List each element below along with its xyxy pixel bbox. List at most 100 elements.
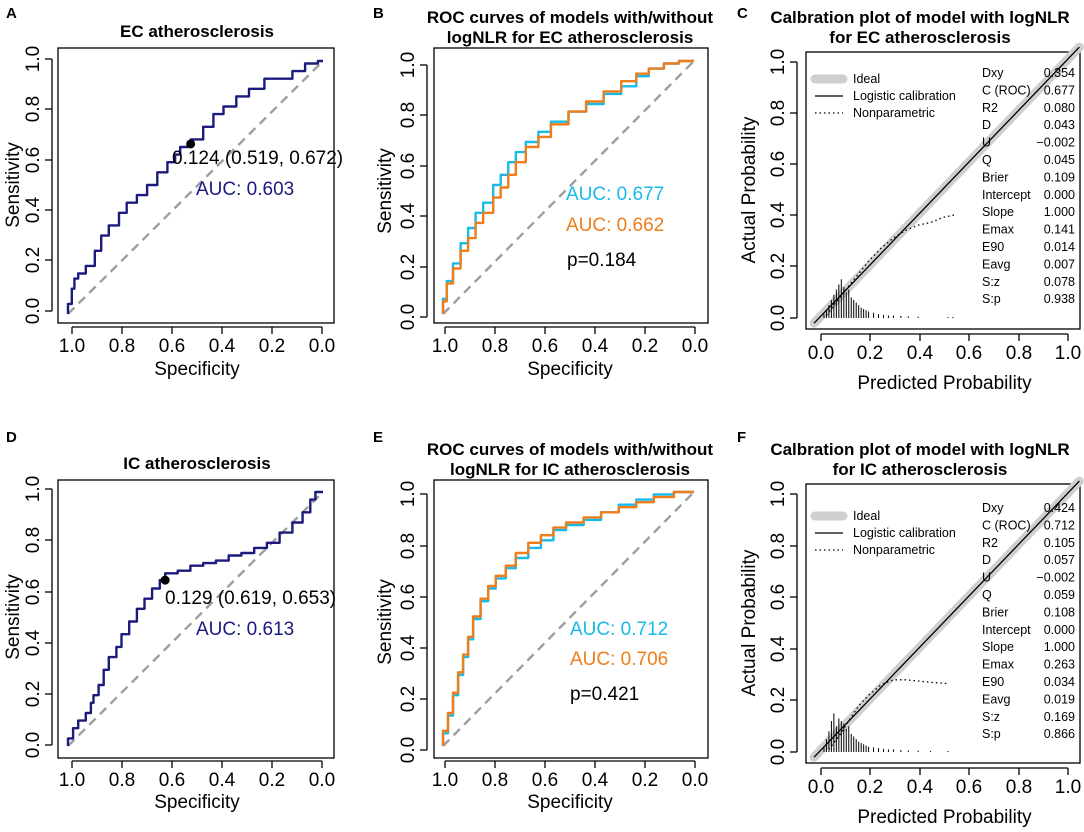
panel-a: A EC atherosclerosis 1.0 0.8 0.6 0.4 0.2 0.0 Spe… — [3, 5, 343, 380]
legend-label-nonparametric: Nonparametric — [853, 106, 935, 120]
stat-value: 0.938 — [1044, 292, 1075, 306]
x-tick-label: 0.6 — [159, 770, 185, 791]
y-axis-label: Actual Probability — [739, 549, 760, 696]
x-tick-label: 0.0 — [682, 770, 708, 791]
stat-name: Brier — [982, 605, 1008, 619]
stat-value: 0.059 — [1044, 588, 1075, 602]
legend-label-ideal: Ideal — [853, 509, 880, 523]
y-tick-label: 0.6 — [768, 584, 789, 610]
stat-name: Dxy — [982, 501, 1004, 515]
stat-value: −0.002 — [1036, 571, 1075, 585]
stat-name: Brier — [982, 170, 1008, 184]
x-tick-label: 0.2 — [259, 336, 285, 357]
legend-label-logistic: Logistic calibration — [853, 526, 956, 540]
auc-annotation: AUC: 0.706 — [570, 649, 668, 670]
x-axis-label: Predicted Probability — [857, 373, 1032, 394]
y-tick-label: 0.0 — [398, 304, 419, 330]
roc-curve-without-logNLR — [441, 490, 694, 746]
stat-name: S:z — [982, 710, 1000, 724]
x-tick-label: 0.4 — [209, 770, 236, 791]
x-tick-label: 0.4 — [582, 770, 609, 791]
y-tick-label: 0.0 — [768, 305, 789, 331]
x-tick-label: 0.8 — [109, 770, 135, 791]
x-tick-label: 0.8 — [109, 336, 135, 357]
x-axis-label: Specificity — [527, 359, 613, 380]
x-tick-label: 0.4 — [907, 777, 934, 798]
y-tick-label: 0.4 — [768, 201, 789, 228]
legend-label-logistic: Logistic calibration — [853, 89, 956, 103]
stat-value: 0.354 — [1044, 66, 1075, 80]
y-tick-label: 0.8 — [23, 96, 44, 122]
x-tick-label: 1.0 — [432, 336, 458, 357]
stat-value: 0.109 — [1044, 170, 1075, 184]
x-tick-label: 0.2 — [632, 770, 658, 791]
y-tick-label: 0.4 — [23, 629, 44, 656]
stats-table: Dxy 0.424 C (ROC) 0.712 R2 0.105 D 0.057 U −0.002… — [982, 501, 1075, 741]
y-axis-label: Actual Probability — [739, 116, 760, 263]
chart-title-line: logNLR for IC atherosclerosis — [450, 460, 690, 479]
chart-title: IC atherosclerosis — [123, 454, 270, 473]
stat-value: 0.677 — [1044, 83, 1075, 97]
y-tick-label: 0.8 — [398, 533, 419, 559]
roc-curve-model — [66, 490, 323, 746]
stat-name: D — [982, 553, 991, 567]
x-tick-label: 0.8 — [1006, 343, 1032, 364]
stat-value: 0.141 — [1044, 223, 1075, 237]
x-tick-label: 1.0 — [1055, 343, 1081, 364]
cutoff-point — [186, 139, 196, 149]
x-tick-label: 1.0 — [432, 770, 458, 791]
x-tick-label: 0.6 — [159, 336, 185, 357]
stat-name: R2 — [982, 101, 998, 115]
y-tick-label: 0.6 — [23, 579, 44, 605]
y-tick-label: 0.6 — [398, 153, 419, 179]
auc-annotation: AUC: 0.603 — [196, 179, 294, 200]
y-tick-label: 0.8 — [398, 102, 419, 128]
y-tick-label: 0.6 — [768, 151, 789, 177]
auc-annotation: AUC: 0.677 — [566, 184, 664, 205]
x-tick-label: 0.4 — [582, 336, 609, 357]
cutoff-point — [160, 575, 170, 585]
x-tick-label: 0.0 — [309, 336, 335, 357]
x-tick-label: 0.6 — [956, 777, 982, 798]
stat-value: −0.002 — [1036, 136, 1075, 150]
stats-table: Dxy 0.354 C (ROC) 0.677 R2 0.080 D 0.043 U −0.002… — [982, 66, 1075, 306]
stat-name: Eavg — [982, 692, 1011, 706]
x-tick-label: 0.8 — [482, 336, 508, 357]
stat-value: 0.007 — [1044, 257, 1075, 271]
roc-curve-model — [66, 59, 323, 314]
x-tick-label: 1.0 — [1055, 777, 1081, 798]
y-tick-label: 0.0 — [398, 737, 419, 763]
stat-value: 0.045 — [1044, 153, 1075, 167]
nonparametric-curve — [825, 214, 956, 316]
plot-frame — [57, 47, 335, 324]
stat-name: Dxy — [982, 66, 1004, 80]
x-tick-label: 0.2 — [632, 336, 658, 357]
x-tick-label: 0.6 — [956, 343, 982, 364]
legend-label-nonparametric: Nonparametric — [853, 543, 935, 557]
stat-name: Q — [982, 588, 992, 602]
x-tick-label: 0.0 — [808, 777, 834, 798]
chart-title-line: ROC curves of models with/without — [427, 440, 714, 459]
legend: Ideal Logistic calibration Nonparametric — [810, 509, 956, 557]
stat-value: 1.000 — [1044, 205, 1075, 219]
y-tick-label: 0.0 — [23, 732, 44, 758]
chart-title: EC atherosclerosis — [120, 22, 274, 41]
y-tick-label: 0.2 — [768, 253, 789, 279]
stat-value: 0.105 — [1044, 536, 1075, 550]
y-tick-label: 0.2 — [23, 681, 44, 707]
chart-title-line: for IC atherosclerosis — [833, 460, 1008, 479]
stat-value: 0.000 — [1044, 623, 1075, 637]
stat-value: 0.169 — [1044, 710, 1075, 724]
stat-name: S:z — [982, 275, 1000, 289]
y-tick-label: 0.6 — [23, 147, 44, 173]
stat-value: 0.424 — [1044, 501, 1075, 515]
y-axis-label: Sensitivity — [3, 574, 24, 660]
panel-label: F — [737, 429, 746, 446]
y-tick-label: 1.0 — [398, 481, 419, 507]
y-tick-label: 0.2 — [23, 247, 44, 273]
stat-name: C (ROC) — [982, 83, 1031, 97]
stat-value: 0.866 — [1044, 727, 1075, 741]
y-tick-label: 0.8 — [768, 533, 789, 559]
plot-frame — [805, 483, 1081, 764]
panel-c: C Calbration plot of model with logNLRfor… — [737, 5, 1084, 394]
